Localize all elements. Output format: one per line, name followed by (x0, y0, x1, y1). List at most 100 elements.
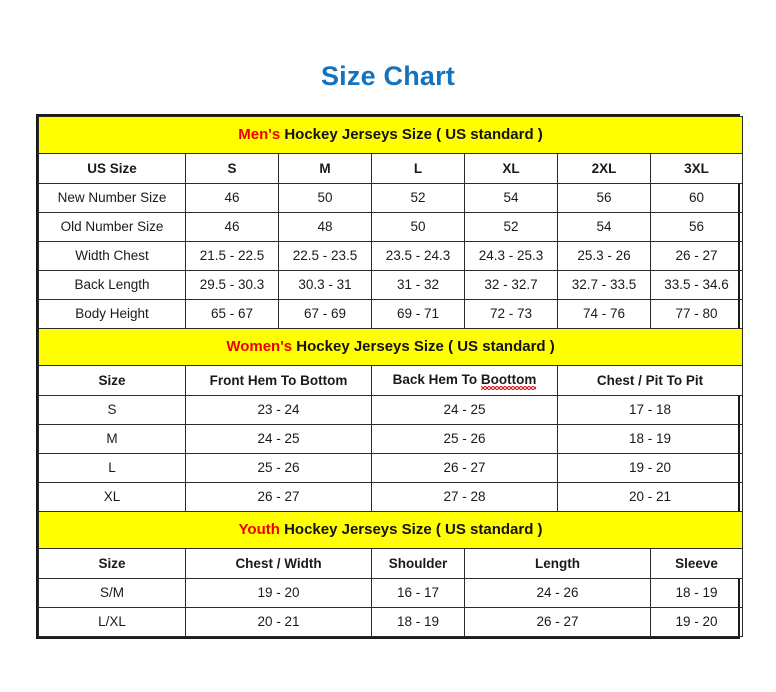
womens-banner-rest: Hockey Jerseys Size ( US standard ) (292, 338, 555, 356)
womens-col-header-2-text: Back Hem To (392, 372, 481, 388)
youth-row-1-value-0: 20 - 21 (185, 606, 372, 637)
mens-col-header-3: L (371, 152, 465, 184)
table-row: S/M 19 - 20 16 - 17 24 - 26 18 - 19 (38, 577, 744, 608)
mens-row-2-value-5: 26 - 27 (649, 240, 744, 271)
youth-col-header-2: Shoulder (371, 547, 465, 579)
mens-row-0-value-2: 52 (371, 182, 465, 213)
youth-row-0-label: S/M (38, 577, 186, 608)
womens-row-1-value-0: 24 - 25 (185, 423, 372, 454)
table-row: Width Chest 21.5 - 22.5 22.5 - 23.5 23.5… (38, 240, 744, 271)
mens-col-header-2: M (278, 152, 372, 184)
womens-row-2-value-0: 25 - 26 (185, 452, 372, 483)
womens-row-2-value-1: 26 - 27 (371, 452, 558, 483)
womens-col-header-0: Size (38, 364, 186, 396)
youth-section-banner: Youth Hockey Jerseys Size ( US standard … (37, 510, 744, 549)
mens-col-header-0: US Size (38, 152, 186, 184)
mens-row-4-value-2: 69 - 71 (371, 298, 465, 329)
youth-row-0-value-1: 16 - 17 (371, 577, 465, 608)
womens-banner-cell: Women's Hockey Jerseys Size ( US standar… (37, 327, 744, 366)
table-row: M 24 - 25 25 - 26 18 - 19 (38, 423, 744, 454)
mens-row-1-value-1: 48 (278, 211, 372, 242)
mens-row-3-value-0: 29.5 - 30.3 (185, 269, 279, 300)
mens-row-0-label: New Number Size (38, 182, 186, 213)
mens-section-banner: Men's Hockey Jerseys Size ( US standard … (37, 115, 744, 154)
womens-col-header-2: Back Hem To Boottom (371, 364, 558, 396)
womens-col-header-1: Front Hem To Bottom (185, 364, 372, 396)
mens-row-2-label: Width Chest (38, 240, 186, 271)
mens-row-1-value-2: 50 (371, 211, 465, 242)
womens-row-0-value-1: 24 - 25 (371, 394, 558, 425)
womens-row-3-value-0: 26 - 27 (185, 481, 372, 512)
womens-row-2-value-2: 19 - 20 (556, 452, 744, 483)
youth-col-header-3: Length (464, 547, 651, 579)
mens-col-header-5: 2XL (557, 152, 651, 184)
womens-row-1-value-2: 18 - 19 (556, 423, 744, 454)
size-chart-table-wrapper: Men's Hockey Jerseys Size ( US standard … (36, 113, 744, 639)
youth-banner-accent: Youth (238, 521, 280, 539)
table-row: XL 26 - 27 27 - 28 20 - 21 (38, 481, 744, 512)
youth-row-1-value-1: 18 - 19 (371, 606, 465, 637)
mens-row-3-label: Back Length (38, 269, 186, 300)
youth-col-header-1: Chest / Width (185, 547, 372, 579)
size-chart-table: Men's Hockey Jerseys Size ( US standard … (37, 115, 744, 637)
mens-row-2-value-3: 24.3 - 25.3 (464, 240, 558, 271)
womens-section-banner: Women's Hockey Jerseys Size ( US standar… (37, 327, 744, 366)
mens-row-0-value-3: 54 (464, 182, 558, 213)
womens-row-1-label: M (38, 423, 186, 454)
mens-row-2-value-0: 21.5 - 22.5 (185, 240, 279, 271)
mens-row-1-value-0: 46 (185, 211, 279, 242)
womens-row-3-value-2: 20 - 21 (556, 481, 744, 512)
youth-column-header-row: Size Chest / Width Shoulder Length Sleev… (38, 547, 744, 579)
youth-row-0-value-2: 24 - 26 (464, 577, 651, 608)
mens-row-3-value-3: 32 - 32.7 (464, 269, 558, 300)
womens-col-header-2-misspelled: Boottom (480, 372, 537, 391)
mens-row-0-value-0: 46 (185, 182, 279, 213)
table-row: Old Number Size 46 48 50 52 54 56 (38, 211, 744, 242)
mens-row-1-label: Old Number Size (38, 211, 186, 242)
womens-column-header-row: Size Front Hem To Bottom Back Hem To Boo… (38, 364, 744, 396)
youth-row-0-value-0: 19 - 20 (185, 577, 372, 608)
mens-row-2-value-2: 23.5 - 24.3 (371, 240, 465, 271)
youth-row-1-value-3: 19 - 20 (649, 606, 744, 637)
table-row: L/XL 20 - 21 18 - 19 26 - 27 19 - 20 (38, 606, 744, 637)
womens-row-0-value-2: 17 - 18 (556, 394, 744, 425)
mens-banner-rest: Hockey Jerseys Size ( US standard ) (280, 126, 543, 144)
page-title: Size Chart (320, 61, 456, 91)
mens-row-4-value-1: 67 - 69 (278, 298, 372, 329)
womens-col-header-3: Chest / Pit To Pit (556, 364, 744, 396)
mens-banner-accent: Men's (238, 126, 281, 144)
table-row: L 25 - 26 26 - 27 19 - 20 (38, 452, 744, 483)
womens-row-2-label: L (38, 452, 186, 483)
youth-row-0-value-3: 18 - 19 (649, 577, 744, 608)
mens-row-4-value-3: 72 - 73 (464, 298, 558, 329)
mens-row-1-value-3: 52 (464, 211, 558, 242)
mens-col-header-4: XL (464, 152, 558, 184)
youth-banner-rest: Hockey Jerseys Size ( US standard ) (279, 521, 543, 539)
mens-row-1-value-5: 56 (649, 211, 744, 242)
youth-col-header-4: Sleeve (649, 547, 744, 579)
womens-row-1-value-1: 25 - 26 (371, 423, 558, 454)
mens-row-4-value-5: 77 - 80 (649, 298, 744, 329)
womens-row-0-label: S (38, 394, 186, 425)
table-row: Back Length 29.5 - 30.3 30.3 - 31 31 - 3… (38, 269, 744, 300)
womens-row-3-label: XL (38, 481, 186, 512)
mens-row-4-label: Body Height (38, 298, 186, 329)
mens-row-2-value-1: 22.5 - 23.5 (278, 240, 372, 271)
mens-col-header-6: 3XL (649, 152, 744, 184)
youth-row-1-value-2: 26 - 27 (464, 606, 651, 637)
mens-row-0-value-5: 60 (649, 182, 744, 213)
table-row: Body Height 65 - 67 67 - 69 69 - 71 72 -… (38, 298, 744, 329)
mens-row-4-value-4: 74 - 76 (557, 298, 651, 329)
mens-row-4-value-0: 65 - 67 (185, 298, 279, 329)
mens-row-0-value-1: 50 (278, 182, 372, 213)
table-row: S 23 - 24 24 - 25 17 - 18 (38, 394, 744, 425)
mens-col-header-1: S (185, 152, 279, 184)
youth-col-header-0: Size (38, 547, 186, 579)
mens-banner-cell: Men's Hockey Jerseys Size ( US standard … (37, 115, 744, 154)
mens-row-1-value-4: 54 (557, 211, 651, 242)
mens-row-3-value-5: 33.5 - 34.6 (649, 269, 744, 300)
mens-row-0-value-4: 56 (557, 182, 651, 213)
mens-row-2-value-4: 25.3 - 26 (557, 240, 651, 271)
table-row: New Number Size 46 50 52 54 56 60 (38, 182, 744, 213)
